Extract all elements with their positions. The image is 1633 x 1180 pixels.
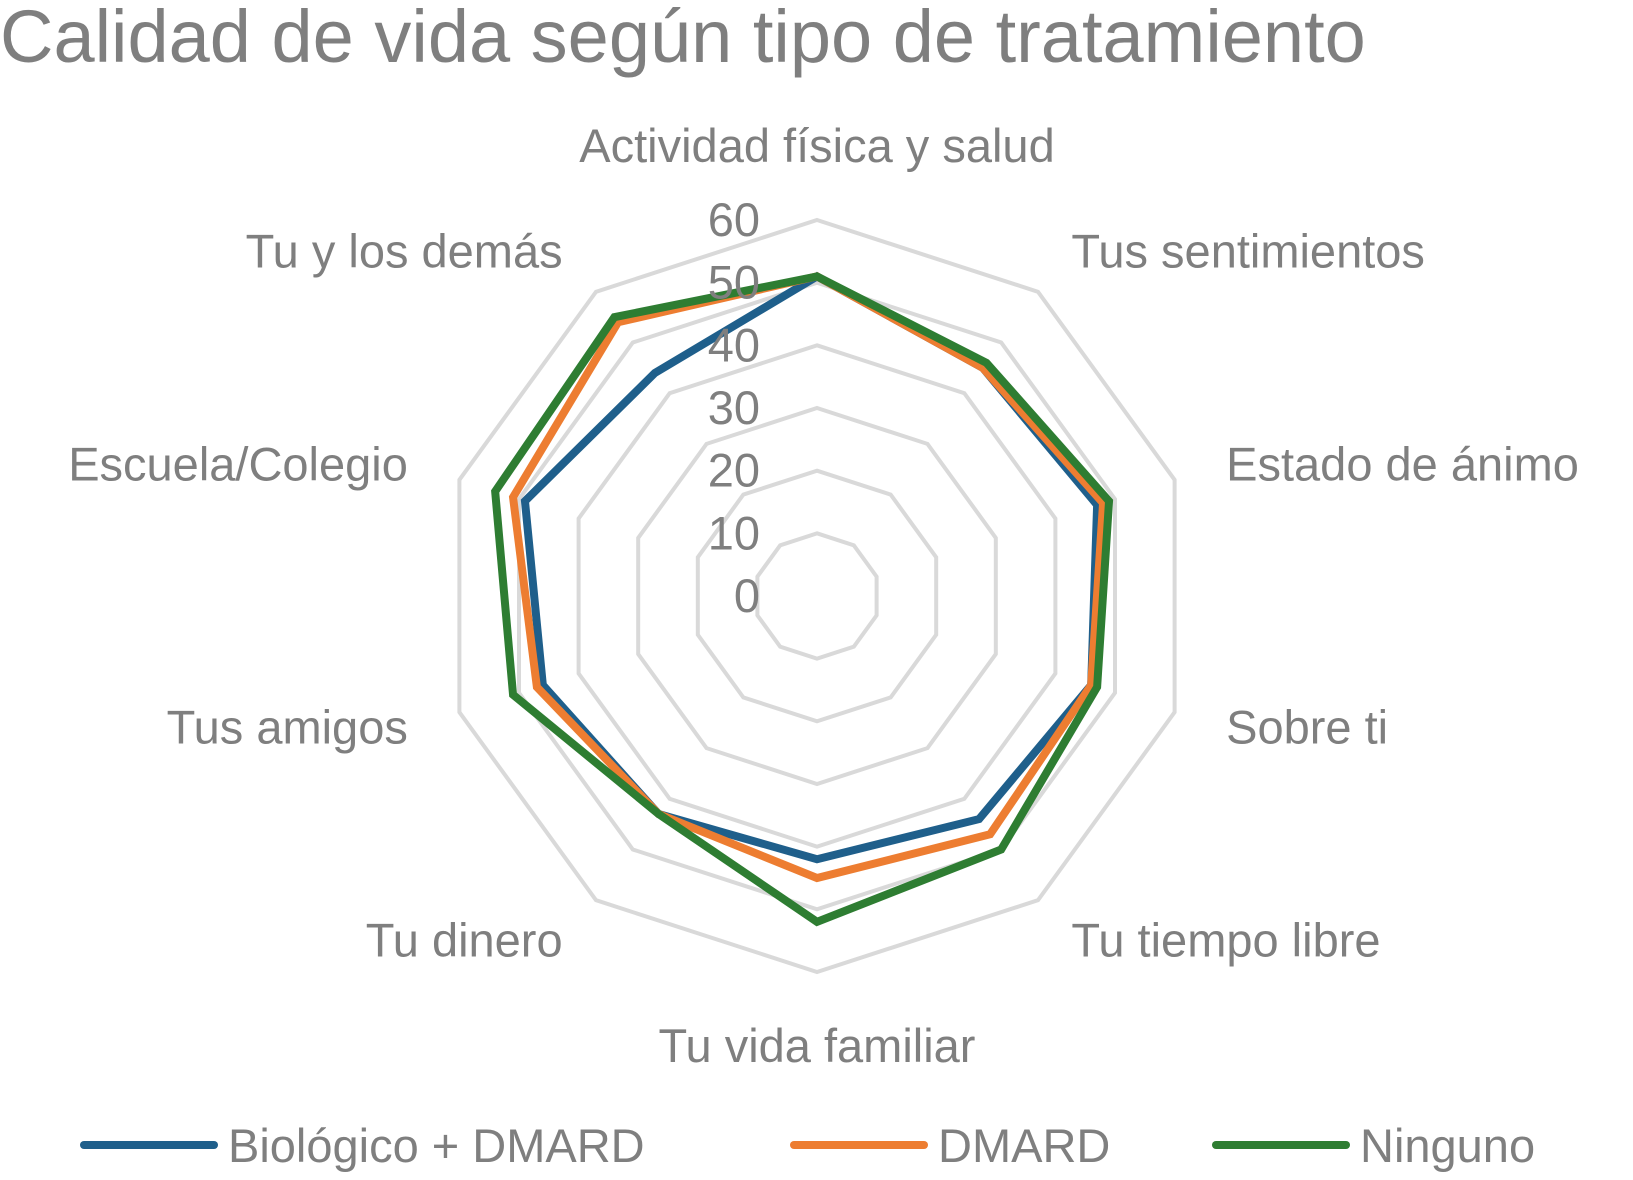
grid-ring-30 <box>636 405 998 787</box>
tick-labels: 0 10 20 30 40 50 60 <box>708 193 760 622</box>
legend-item-dmard: DMARD <box>790 1110 1110 1180</box>
grid-ring-20 <box>695 468 939 724</box>
grid-layer <box>457 217 1177 975</box>
legend-swatch-biologico-dmard <box>80 1141 218 1149</box>
legend-label-dmard: DMARD <box>938 1118 1111 1172</box>
series-layer <box>491 271 1114 927</box>
category-label-8: Escuela/Colegio <box>68 437 408 490</box>
category-label-4: Tu tiempo libre <box>1071 914 1380 967</box>
category-label-5: Tu vida familiar <box>659 1019 976 1072</box>
grid-ring-60 <box>457 217 1177 975</box>
category-label-9: Tu y los demás <box>246 224 563 277</box>
legend-swatch-ninguno <box>1212 1141 1350 1149</box>
tick-label-20: 20 <box>708 444 760 497</box>
legend: Biológico + DMARD DMARD Ninguno <box>0 1110 1633 1180</box>
tick-label-50: 50 <box>708 256 760 309</box>
category-label-0: Actividad física y salud <box>579 119 1054 172</box>
tick-label-60: 60 <box>708 193 760 246</box>
radar-chart: 0 10 20 30 40 50 60 Actividad física y salud Tu… <box>68 119 1579 1072</box>
category-label-1: Tus sentimientos <box>1071 224 1425 277</box>
category-label-3: Sobre ti <box>1226 701 1388 754</box>
grid-ring-50 <box>517 280 1117 912</box>
tick-label-30: 30 <box>708 381 760 434</box>
legend-label-biologico-dmard: Biológico + DMARD <box>228 1118 645 1172</box>
legend-item-ninguno: Ninguno <box>1212 1110 1535 1180</box>
chart-title: Calidad de vida según tipo de tratamient… <box>0 0 1366 78</box>
tick-label-0: 0 <box>734 569 760 622</box>
tick-label-10: 10 <box>708 506 760 559</box>
legend-swatch-dmard <box>790 1141 928 1149</box>
grid-ring-10 <box>755 531 879 661</box>
grid-ring-40 <box>576 343 1058 849</box>
category-labels: Actividad física y salud Tus sentimientos… <box>68 119 1579 1072</box>
tick-label-40: 40 <box>708 318 760 371</box>
category-label-2: Estado de ánimo <box>1226 437 1579 490</box>
category-label-7: Tus amigos <box>167 701 408 754</box>
legend-item-biologico-dmard: Biológico + DMARD <box>80 1110 645 1180</box>
category-label-6: Tu dinero <box>366 914 563 967</box>
legend-label-ninguno: Ninguno <box>1360 1118 1536 1172</box>
series-line-2 <box>491 272 1114 927</box>
series-line-1 <box>508 272 1108 883</box>
